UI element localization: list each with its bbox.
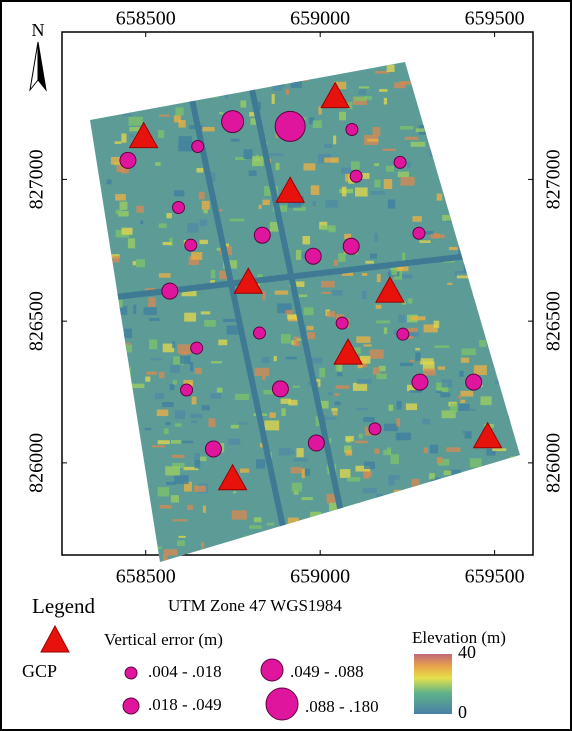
north-arrow: N — [29, 20, 47, 92]
gcp-point — [128, 121, 159, 149]
gcp-point — [333, 338, 363, 365]
error-symbol — [124, 666, 138, 680]
check-point — [161, 282, 179, 300]
check-point — [119, 151, 137, 169]
check-point — [184, 238, 198, 252]
check-point — [411, 373, 429, 391]
error-class: .004 - .018 — [148, 662, 222, 681]
check-point — [253, 226, 271, 244]
y-tick-label: 826500 — [543, 291, 565, 351]
x-tick-label: 659500 — [465, 8, 525, 30]
error-title: Vertical error (m) — [104, 630, 223, 649]
x-tick-label: 659000 — [290, 8, 350, 30]
error-symbol — [260, 658, 284, 682]
check-point — [221, 110, 245, 134]
check-point — [191, 140, 205, 154]
error-symbol — [265, 687, 299, 721]
gcp-point — [375, 276, 405, 303]
north-label: N — [32, 20, 45, 40]
check-point — [393, 155, 407, 169]
check-point — [204, 440, 222, 458]
gcp-point — [320, 81, 351, 109]
x-tick-label: 658500 — [116, 566, 176, 588]
check-point — [190, 341, 204, 355]
y-tick-label: 826000 — [26, 433, 48, 493]
y-tick-label: 827000 — [543, 149, 565, 209]
y-tick-label: 827000 — [26, 149, 48, 209]
check-point — [349, 169, 363, 183]
legend-title: Legend — [32, 594, 95, 618]
elevation-title: Elevation (m) — [412, 628, 506, 647]
error-class: .049 - .088 — [290, 662, 364, 681]
projection-label: UTM Zone 47 WGS1984 — [168, 596, 342, 615]
check-point — [345, 123, 359, 137]
x-tick-label: 658500 — [116, 8, 176, 30]
x-tick-label: 659500 — [465, 566, 525, 588]
gcp-symbol — [40, 624, 70, 653]
elevation-colorbar — [414, 654, 452, 714]
error-class: .018 - .049 — [148, 695, 222, 714]
error-symbol — [122, 697, 140, 715]
check-point — [172, 200, 186, 214]
check-point — [368, 422, 382, 436]
colorbar-tick-label: 40 — [458, 642, 476, 662]
check-point — [252, 326, 266, 340]
check-point — [396, 327, 410, 341]
check-point — [342, 237, 360, 255]
y-tick-label: 826500 — [26, 291, 48, 351]
gcp-point — [217, 463, 248, 491]
check-point — [465, 373, 483, 391]
check-point — [307, 434, 325, 452]
error-class: .088 - .180 — [305, 697, 379, 716]
x-tick-label: 659000 — [290, 566, 350, 588]
check-point — [274, 110, 306, 142]
check-point — [412, 226, 426, 240]
y-tick-label: 826000 — [543, 433, 565, 493]
check-point — [180, 383, 194, 397]
gcp-point — [472, 421, 503, 449]
gcp-label: GCP — [22, 661, 57, 681]
check-point — [304, 247, 322, 265]
gcp-point — [275, 176, 306, 203]
check-point — [335, 316, 349, 330]
legend: Legend UTM Zone 47 WGS1984 Vertical erro… — [22, 594, 506, 721]
gcp-point — [233, 267, 264, 294]
check-point — [271, 380, 289, 398]
colorbar-tick-label: 0 — [458, 702, 467, 722]
